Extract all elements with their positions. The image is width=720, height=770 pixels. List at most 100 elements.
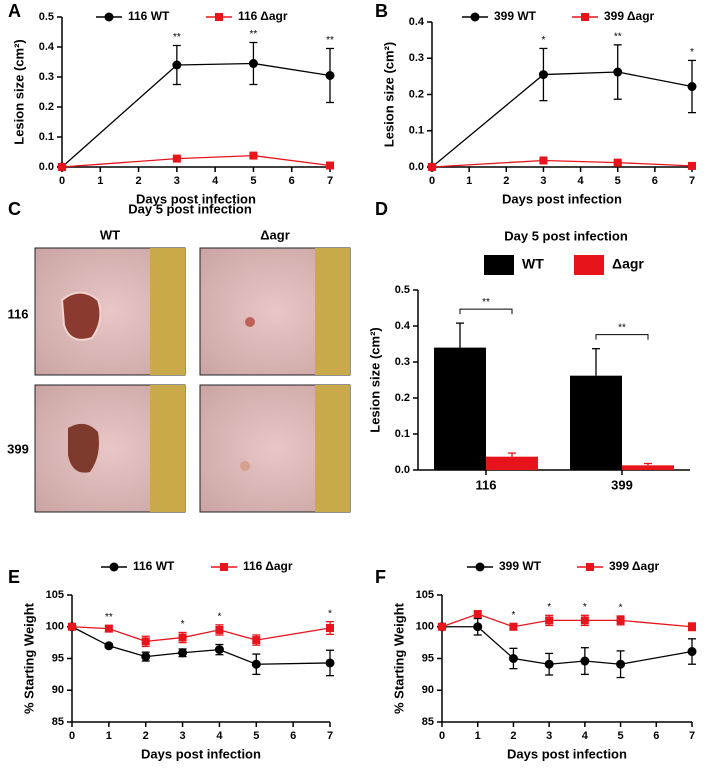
x-tick-label: 0: [59, 175, 65, 187]
marker: [473, 622, 483, 632]
y-tick-label: 100: [46, 621, 64, 633]
x-tick-label: 5: [250, 175, 256, 187]
error-bar: [644, 462, 652, 466]
x-tick-label: 4: [212, 175, 219, 187]
marker: [104, 624, 113, 633]
significance: **: [105, 612, 113, 623]
series-line: [431, 71, 693, 168]
y-tick-label: 85: [52, 716, 64, 728]
x-axis-label: Days post infection: [136, 191, 256, 206]
significance: **: [326, 35, 334, 46]
panel-label: C: [8, 199, 21, 219]
marker: [252, 636, 261, 645]
marker: [544, 659, 554, 669]
marker: [109, 562, 119, 572]
y-tick-label: 90: [422, 684, 434, 696]
marker: [215, 625, 224, 634]
significance: *: [511, 610, 515, 621]
marker: [580, 616, 589, 625]
y-axis-label: % Starting Weight: [21, 602, 36, 714]
y-tick-label: 100: [416, 621, 434, 633]
row-label: 399: [7, 441, 29, 456]
marker: [215, 13, 223, 21]
y-axis-label: Lesion size (cm²): [11, 39, 26, 144]
x-tick-label: 0: [69, 730, 75, 742]
x-tick-label: 2: [510, 730, 516, 742]
y-tick-label: 85: [422, 716, 434, 728]
photo: [199, 247, 351, 376]
significance: **: [618, 322, 626, 333]
significance-bracket: [459, 308, 513, 315]
y-tick-label: 0.5: [395, 284, 410, 296]
x-tick-label: 7: [689, 730, 695, 742]
row-label: 116: [8, 306, 29, 321]
marker: [325, 71, 335, 80]
y-axis-label: Lesion size (cm²): [367, 327, 382, 432]
x-tick-label: 5: [253, 730, 259, 742]
x-axis-label: Days post infection: [507, 746, 627, 761]
marker: [172, 60, 182, 70]
x-tick-label: 0: [439, 730, 445, 742]
x-tick-label: 1: [97, 175, 103, 187]
error-bar: [592, 348, 600, 376]
marker: [473, 610, 482, 619]
marker: [613, 158, 622, 167]
y-tick-label: 0.1: [409, 125, 424, 137]
photo-title: Day 5 post infection: [128, 201, 252, 216]
x-axis-label: Days post infection: [141, 746, 261, 761]
significance: *: [328, 608, 332, 619]
marker: [58, 163, 66, 171]
marker: [178, 648, 188, 658]
significance: **: [173, 32, 181, 43]
bar: [434, 347, 486, 470]
marker: [326, 624, 334, 633]
x-tick-label: 5: [618, 730, 624, 742]
marker: [616, 616, 625, 625]
significance: *: [217, 611, 221, 622]
chart-title: Day 5 post infection: [504, 228, 628, 243]
photo: [199, 384, 351, 513]
x-axis-label: Days post infection: [502, 191, 622, 206]
x-tick-label: 4: [582, 730, 589, 742]
marker: [214, 645, 224, 655]
x-tick-label: 3: [180, 730, 186, 742]
marker: [249, 151, 258, 160]
x-tick-label: 7: [689, 175, 695, 187]
y-tick-label: 0.4: [409, 16, 425, 28]
marker: [687, 82, 697, 92]
legend-label: 116 Δagr: [238, 9, 288, 23]
legend-label: Δagr: [612, 256, 644, 272]
legend-swatch: [484, 255, 514, 275]
marker: [581, 13, 589, 21]
x-tick-label: 3: [540, 175, 546, 187]
y-tick-label: 0.2: [409, 88, 424, 100]
marker: [248, 59, 258, 68]
x-tick-label: 3: [174, 175, 180, 187]
legend-label: WT: [522, 256, 544, 272]
y-tick-label: 0.0: [409, 161, 424, 173]
column-label: WT: [100, 227, 120, 242]
panel-label: E: [8, 567, 20, 587]
marker: [172, 154, 181, 163]
y-axis-label: Lesion size (cm²): [381, 42, 396, 147]
marker: [508, 654, 518, 663]
marker: [68, 622, 76, 631]
marker: [428, 163, 436, 171]
legend-swatch: [574, 255, 604, 275]
legend-label: 116 WT: [128, 9, 170, 23]
marker: [688, 161, 696, 170]
panel-label: F: [375, 567, 386, 587]
error-bar: [456, 322, 464, 348]
y-tick-label: 0.4: [39, 41, 55, 53]
y-tick-label: 0.0: [395, 464, 410, 476]
x-tick-label: 2: [136, 175, 142, 187]
x-tick-label: 1: [106, 730, 112, 742]
significance: *: [541, 35, 545, 46]
column-label: Δagr: [260, 227, 290, 242]
x-tick-label: 1: [466, 175, 472, 187]
x-tick-label: 4: [578, 175, 585, 187]
legend-label: 399 WT: [494, 9, 537, 23]
x-tick-label: 2: [503, 175, 509, 187]
y-tick-label: 0.0: [39, 161, 54, 173]
significance: *: [547, 602, 551, 613]
